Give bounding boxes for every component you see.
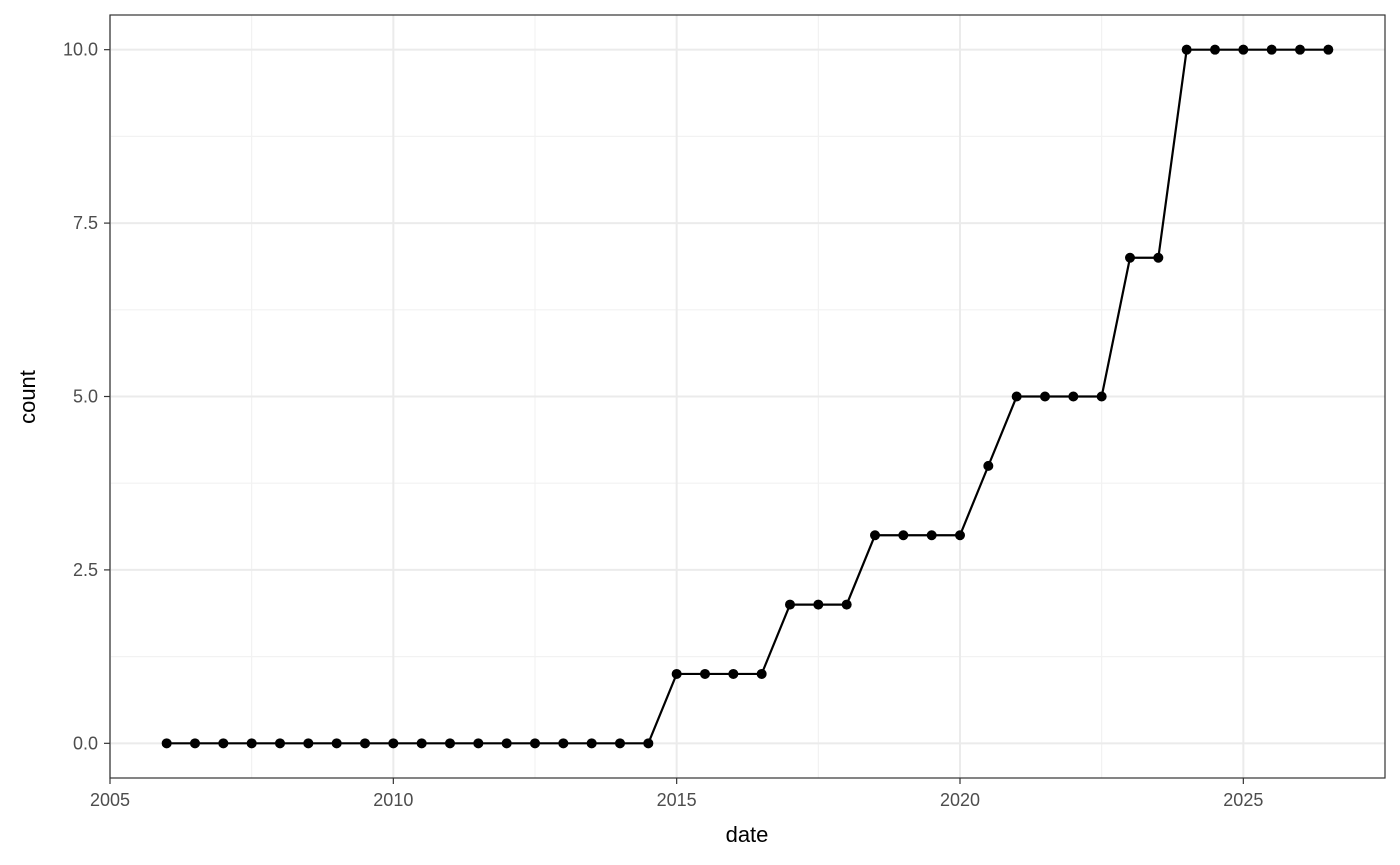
data-point <box>813 599 824 610</box>
data-point <box>1096 391 1107 402</box>
data-point <box>1153 252 1164 263</box>
data-point <box>303 738 314 749</box>
data-point <box>218 738 229 749</box>
x-tick-label: 2020 <box>940 790 980 810</box>
data-point <box>700 668 710 679</box>
data-point <box>926 530 937 541</box>
data-point <box>983 460 994 471</box>
y-axis: 0.0 2.5 5.0 7.5 10.0 <box>63 40 110 753</box>
data-point <box>473 738 484 749</box>
data-point <box>1238 44 1249 55</box>
x-tick-label: 2010 <box>373 790 413 810</box>
data-point <box>756 668 767 679</box>
y-tick-label: 2.5 <box>73 560 98 580</box>
data-point <box>558 738 569 749</box>
data-point <box>416 738 427 749</box>
y-tick-label: 10.0 <box>63 40 98 60</box>
data-point <box>1181 44 1192 55</box>
data-point <box>1068 391 1079 402</box>
data-point <box>161 738 172 749</box>
data-point <box>1125 252 1135 263</box>
data-point <box>388 738 399 749</box>
data-point <box>1266 44 1277 55</box>
y-tick-label: 0.0 <box>73 733 98 753</box>
data-point <box>1210 44 1220 55</box>
data-point <box>586 738 597 749</box>
x-tick-label: 2005 <box>90 790 130 810</box>
x-tick-label: 2025 <box>1223 790 1263 810</box>
data-point <box>615 738 625 749</box>
data-point <box>1323 44 1334 55</box>
data-point <box>246 738 257 749</box>
data-point <box>331 738 342 749</box>
x-axis-title: date <box>726 822 769 847</box>
data-point <box>898 530 909 541</box>
data-point <box>841 599 852 610</box>
data-point <box>530 738 540 749</box>
data-point <box>190 738 200 749</box>
data-point <box>360 738 370 749</box>
data-point <box>275 738 285 749</box>
data-point <box>1011 391 1022 402</box>
data-point <box>785 599 795 610</box>
y-tick-label: 7.5 <box>73 213 98 233</box>
data-point <box>728 668 739 679</box>
y-tick-label: 5.0 <box>73 387 98 407</box>
data-point <box>643 738 654 749</box>
data-point <box>955 530 965 541</box>
data-point <box>870 530 880 541</box>
data-point <box>1295 44 1305 55</box>
data-point <box>445 738 455 749</box>
y-axis-title: count <box>15 370 40 424</box>
data-point <box>501 738 512 749</box>
series <box>161 44 1334 749</box>
x-axis: 2005 2010 2015 2020 2025 <box>90 778 1263 810</box>
x-tick-label: 2015 <box>657 790 697 810</box>
data-point <box>671 668 682 679</box>
data-point <box>1040 391 1050 402</box>
